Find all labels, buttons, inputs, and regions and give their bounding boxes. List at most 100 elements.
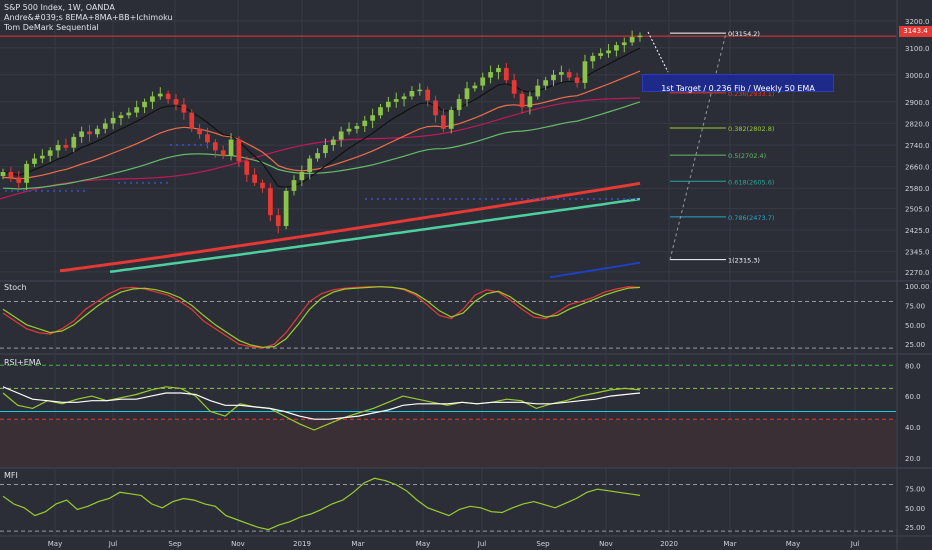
demark-support-dot: [83, 189, 85, 192]
price-tick-label: 3100.0: [905, 45, 930, 53]
candle-body: [574, 77, 580, 83]
candle-body: [32, 158, 37, 164]
demark-support-dot: [593, 198, 595, 200]
rsi-pane[interactable]: [0, 364, 896, 467]
time-axis[interactable]: May Jul Sep Nov 2019 Mar May Jul Sep Nov 2020 Mar Ma…: [48, 540, 860, 548]
ema-20-line: [2, 70, 641, 180]
demark-support-dot: [623, 198, 625, 200]
indicator-tick-label: 40.0: [905, 424, 921, 432]
demark-support-dot: [11, 189, 13, 192]
candle-body: [315, 153, 320, 159]
candle-body: [16, 177, 22, 183]
indicator-series-line: [2, 477, 641, 531]
candle-body: [441, 115, 446, 129]
candle-body: [142, 101, 147, 108]
time-tick-label: Sep: [168, 540, 182, 548]
candle-body: [63, 145, 69, 148]
candle-body: [417, 89, 423, 92]
candle-body: [181, 104, 187, 113]
price-axis[interactable]: 3200.0 3100.0 3000.0 2900.0 2820.0 2740.0 2660…: [905, 18, 930, 532]
indicator-series-line: [2, 286, 641, 348]
indicator-tick-label: 75.00: [905, 302, 925, 310]
demark-support-dot: [515, 198, 517, 200]
demark-support-dot: [575, 198, 577, 200]
demark-support-dot: [130, 181, 132, 184]
ma-200-line: [59, 181, 641, 273]
demark-support-dot: [136, 181, 138, 184]
candle-body: [118, 115, 124, 118]
candle-body: [150, 96, 155, 102]
price-tick-label: 2505.0: [905, 205, 930, 213]
candle-body: [260, 182, 265, 189]
candle-body: [409, 91, 415, 97]
stoch-label: Stoch: [4, 283, 27, 292]
fib-level-label: 0.5(2702.4): [728, 152, 766, 160]
indicator-tick-label: 50.00: [905, 505, 925, 513]
candle-body: [268, 188, 273, 216]
demark-support-dot: [47, 189, 49, 192]
candle-body: [283, 190, 289, 226]
mfi-pane[interactable]: [0, 477, 896, 532]
candle-body: [165, 93, 171, 100]
demark-support-dot: [437, 198, 439, 200]
demark-support-dot: [455, 198, 457, 200]
demark-support-dot: [124, 181, 126, 184]
last-price-tag: 3143.4: [899, 26, 932, 37]
candle-body: [370, 115, 375, 121]
candle-body: [472, 85, 478, 89]
candle-body: [197, 128, 202, 135]
demark-support-dot: [383, 198, 385, 200]
demark-support-dot: [53, 189, 55, 192]
rsi-bear-zone: [0, 419, 896, 467]
demark-support-dot: [59, 189, 61, 192]
demark-support-dot: [65, 189, 67, 192]
indicator-label-demark: Tom DeMark Sequential: [4, 23, 99, 32]
demark-support-dot: [407, 198, 409, 200]
stoch-pane[interactable]: [0, 286, 896, 349]
price-tick-label: 2740.0: [905, 142, 930, 150]
price-tick-label: 2580.0: [905, 185, 930, 193]
candle-body: [189, 112, 195, 129]
candle-body: [464, 88, 470, 100]
demark-support-dot: [395, 198, 397, 200]
candle-body: [456, 99, 462, 110]
fib-level-label: 1(2315.3): [728, 257, 760, 265]
demark-support-dot: [479, 198, 481, 200]
time-tick-label: Mar: [723, 540, 736, 548]
candle-body: [8, 172, 14, 178]
price-pane[interactable]: 0(3154.2) 0.236(2933.1) 0.382(2802.8) 0.5(2…: [0, 30, 896, 279]
demark-support-dot: [533, 198, 535, 200]
price-tick-label: 2425.0: [905, 227, 930, 235]
candle-body: [205, 134, 210, 143]
demark-support-dot: [431, 198, 433, 200]
demark-support-dot: [148, 181, 150, 184]
indicator-tick-label: 25.00: [905, 524, 925, 532]
demark-support-dot: [443, 198, 445, 200]
demark-support-dot: [166, 181, 168, 184]
demark-support-dot: [599, 198, 601, 200]
candle-body: [480, 77, 486, 86]
candle-body: [346, 128, 352, 132]
price-tick-label: 2660.0: [905, 164, 930, 172]
time-tick-label: Nov: [231, 540, 245, 548]
candle-body: [362, 120, 368, 127]
target-annotation: 1st Target / 0.236 Fib / Weekly 50 EMA: [642, 74, 834, 93]
demark-support-dot: [142, 181, 144, 184]
demark-support-dot: [401, 198, 403, 200]
demark-support-dot: [188, 144, 190, 146]
candle-body: [39, 155, 45, 159]
demark-support-dot: [419, 198, 421, 200]
price-tick-label: 2820.0: [905, 120, 930, 128]
candle-body: [95, 128, 100, 135]
price-tick-label: 3200.0: [905, 18, 930, 26]
price-tick-label: 2270.0: [905, 269, 930, 277]
demark-support-dot: [154, 181, 156, 184]
price-tick-label: 2345.0: [905, 249, 930, 257]
candle-body: [338, 131, 344, 140]
fib-level-label: 0.786(2473.7): [728, 214, 774, 222]
demark-support-dot: [551, 198, 553, 200]
projection-arrow: [647, 31, 669, 73]
price-tick-label: 3000.0: [905, 72, 930, 80]
demark-support-dot: [569, 198, 571, 200]
